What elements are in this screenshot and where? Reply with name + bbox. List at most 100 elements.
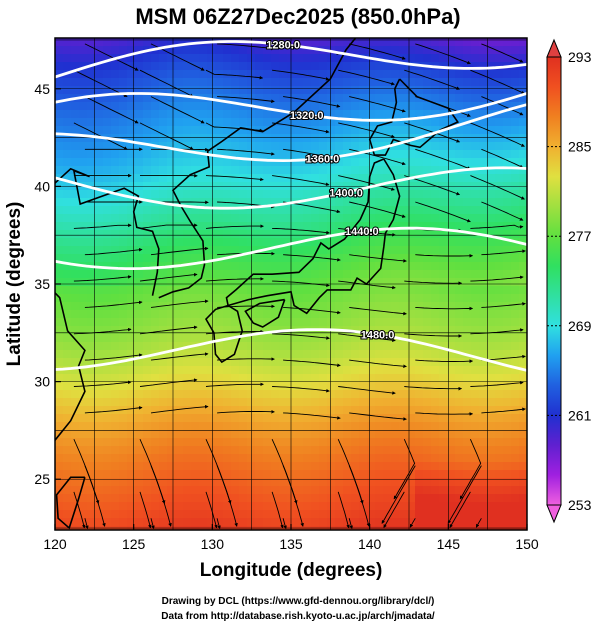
field-cell	[407, 366, 416, 375]
field-cell	[71, 222, 80, 231]
field-cell	[151, 398, 160, 407]
field-cell	[95, 350, 104, 359]
field-cell	[119, 302, 128, 311]
field-cell	[143, 246, 152, 255]
field-cell	[175, 190, 184, 199]
field-cell	[335, 110, 344, 119]
field-cell	[151, 206, 160, 215]
field-cell	[87, 326, 96, 335]
field-cell	[247, 406, 256, 415]
field-cell	[375, 278, 384, 287]
field-cell	[335, 222, 344, 231]
field-cell	[359, 422, 368, 431]
field-cell	[383, 62, 392, 71]
field-cell	[295, 142, 304, 151]
field-cell	[343, 510, 352, 519]
field-cell	[191, 310, 200, 319]
field-cell	[247, 334, 256, 343]
field-cell	[255, 430, 264, 439]
field-cell	[239, 246, 248, 255]
field-cell	[511, 486, 520, 495]
field-cell	[423, 390, 432, 399]
field-cell	[295, 318, 304, 327]
field-cell	[455, 174, 464, 183]
field-cell	[359, 86, 368, 95]
field-cell	[207, 302, 216, 311]
field-cell	[207, 358, 216, 367]
field-cell	[127, 502, 136, 511]
field-cell	[55, 518, 64, 527]
field-cell	[383, 502, 392, 511]
field-cell	[55, 406, 64, 415]
field-cell	[175, 38, 184, 47]
field-cell	[439, 454, 448, 463]
field-cell	[407, 478, 416, 487]
field-cell	[175, 350, 184, 359]
field-cell	[359, 430, 368, 439]
field-cell	[351, 198, 360, 207]
field-cell	[231, 502, 240, 511]
field-cell	[391, 70, 400, 79]
field-cell	[479, 350, 488, 359]
field-cell	[423, 46, 432, 55]
field-cell	[167, 254, 176, 263]
field-cell	[303, 446, 312, 455]
field-cell	[423, 382, 432, 391]
field-cell	[359, 94, 368, 103]
field-cell	[431, 502, 440, 511]
field-cell	[311, 494, 320, 503]
field-cell	[447, 406, 456, 415]
field-cell	[183, 350, 192, 359]
field-cell	[447, 78, 456, 87]
field-cell	[71, 310, 80, 319]
field-cell	[423, 310, 432, 319]
field-cell	[319, 374, 328, 383]
field-cell	[183, 278, 192, 287]
field-cell	[351, 102, 360, 111]
coastline-segment	[55, 167, 160, 296]
field-cell	[479, 342, 488, 351]
field-cell	[119, 350, 128, 359]
field-cell	[199, 510, 208, 519]
field-cell	[455, 310, 464, 319]
field-cell	[463, 398, 472, 407]
field-cell	[199, 222, 208, 231]
contour-line	[55, 92, 527, 122]
field-cell	[271, 214, 280, 223]
field-cell	[247, 166, 256, 175]
x-tick-label: 140	[358, 536, 382, 552]
field-cell	[199, 318, 208, 327]
field-cell	[391, 198, 400, 207]
field-cell	[423, 134, 432, 143]
field-cell	[383, 70, 392, 79]
field-cell	[151, 486, 160, 495]
field-cell	[199, 494, 208, 503]
field-cell	[143, 398, 152, 407]
field-cell	[183, 486, 192, 495]
field-cell	[519, 294, 527, 303]
field-cell	[319, 454, 328, 463]
field-cell	[407, 374, 416, 383]
field-cell	[119, 286, 128, 295]
field-cell	[271, 78, 280, 87]
field-cell	[439, 198, 448, 207]
field-cell	[391, 262, 400, 271]
field-cell	[111, 230, 120, 239]
field-cell	[215, 206, 224, 215]
field-cell	[95, 494, 104, 503]
field-cell	[495, 270, 504, 279]
field-cell	[95, 462, 104, 471]
field-cell	[167, 238, 176, 247]
field-cell	[143, 502, 152, 511]
field-cell	[431, 126, 440, 135]
field-cell	[63, 102, 72, 111]
field-cell	[87, 382, 96, 391]
field-cell	[255, 206, 264, 215]
field-cell	[127, 38, 136, 47]
field-cell	[447, 286, 456, 295]
field-cell	[191, 46, 200, 55]
field-cell	[223, 150, 232, 159]
field-cell	[431, 374, 440, 383]
field-cell	[215, 214, 224, 223]
field-cell	[167, 166, 176, 175]
